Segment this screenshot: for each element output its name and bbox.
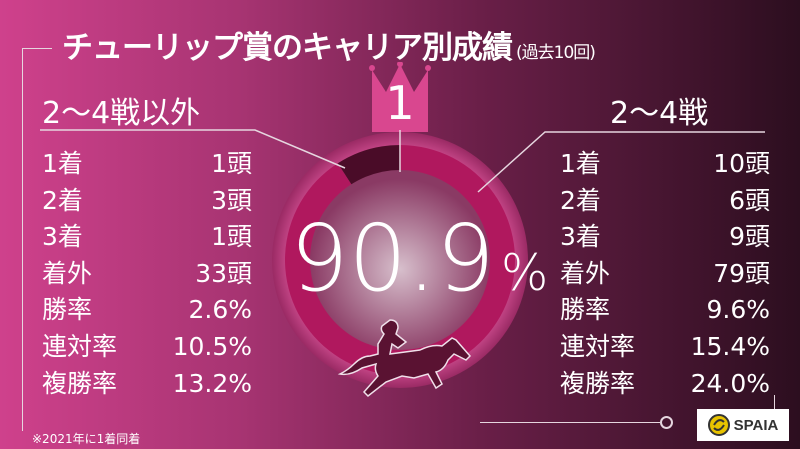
frame-line-right bbox=[774, 395, 775, 420]
crown-icon bbox=[369, 62, 431, 132]
stat-label: 2着 bbox=[560, 185, 601, 215]
stat-value: 15.4% bbox=[690, 331, 770, 361]
rank-number: 1 bbox=[385, 76, 415, 130]
stat-value: 9.6% bbox=[706, 295, 770, 325]
stat-row: 連対率 10.5% bbox=[42, 329, 252, 366]
stat-label: 複勝率 bbox=[42, 368, 118, 398]
footnote: ※2021年に1着同着 bbox=[32, 432, 141, 446]
racehorse-jockey-icon bbox=[337, 319, 472, 397]
stat-row: 3着 1頭 bbox=[42, 219, 252, 256]
stat-label: 3着 bbox=[560, 222, 601, 252]
stat-label: 1着 bbox=[42, 149, 83, 178]
stat-value: 9頭 bbox=[729, 222, 770, 252]
left-heading: 2〜4戦以外 bbox=[42, 96, 201, 131]
stat-row: 複勝率 13.2% bbox=[42, 366, 252, 403]
stat-row: 着外 33頭 bbox=[42, 256, 252, 293]
leader-line-right bbox=[477, 131, 765, 193]
stat-value: 6頭 bbox=[729, 185, 770, 215]
stat-row: 連対率 15.4% bbox=[560, 329, 770, 366]
title-text: チューリップ賞のキャリア別成績 bbox=[62, 30, 513, 66]
leader-line-left bbox=[40, 129, 346, 169]
frame-line-bottom-right bbox=[480, 422, 660, 423]
stat-row: 勝率 9.6% bbox=[560, 292, 770, 329]
spaia-logo: SPAIA bbox=[697, 409, 789, 441]
stat-row: 2着 6頭 bbox=[560, 183, 770, 220]
stat-value: 2.6% bbox=[188, 295, 252, 325]
frame-end-circle bbox=[660, 416, 673, 429]
stat-label: 勝率 bbox=[42, 295, 93, 325]
center-percentage: 90.9% bbox=[290, 205, 548, 312]
donut-chart bbox=[272, 130, 528, 388]
stat-row: 1着 1頭 bbox=[42, 146, 252, 183]
stat-label: 着外 bbox=[42, 258, 93, 288]
logo-text: SPAIA bbox=[733, 416, 779, 434]
stat-label: 着外 bbox=[560, 258, 611, 288]
stat-label: 3着 bbox=[42, 222, 83, 252]
stat-value: 10.5% bbox=[172, 331, 252, 361]
spaia-logo-icon bbox=[707, 414, 730, 436]
stat-row: 着外 79頭 bbox=[560, 256, 770, 293]
stat-label: 複勝率 bbox=[560, 368, 636, 398]
stat-value: 1頭 bbox=[211, 149, 252, 178]
stat-label: 勝率 bbox=[560, 295, 611, 325]
stat-value: 10頭 bbox=[713, 149, 770, 178]
stat-label: 2着 bbox=[42, 185, 83, 215]
stat-value: 24.0% bbox=[690, 368, 770, 398]
left-stats: 1着 1頭 2着 3頭 3着 1頭着外 33頭勝率 2.6% 連対率 10.5% 複勝率 13.2% bbox=[42, 146, 252, 402]
stat-value: 79頭 bbox=[713, 258, 770, 288]
stat-value: 3頭 bbox=[211, 185, 252, 215]
stat-row: 3着 9頭 bbox=[560, 219, 770, 256]
right-heading: 2〜4戦 bbox=[610, 96, 709, 131]
stat-value: 13.2% bbox=[172, 368, 252, 398]
center-unit: % bbox=[500, 244, 549, 302]
frame-line-left bbox=[22, 48, 52, 431]
stat-value: 33頭 bbox=[195, 258, 252, 288]
stat-row: 1着 10頭 bbox=[560, 146, 770, 183]
stat-row: 2着 3頭 bbox=[42, 183, 252, 220]
stat-value: 1頭 bbox=[211, 222, 252, 252]
stat-row: 勝率 2.6% bbox=[42, 292, 252, 329]
stat-label: 連対率 bbox=[560, 331, 636, 361]
stat-label: 1着 bbox=[560, 149, 601, 178]
donut-center bbox=[310, 170, 490, 350]
stat-label: 連対率 bbox=[42, 331, 118, 361]
page-title: チューリップ賞のキャリア別成績 (過去10回) bbox=[62, 22, 596, 67]
center-value: 90.9 bbox=[290, 205, 495, 312]
title-note: (過去10回) bbox=[516, 43, 596, 63]
stat-row: 複勝率 24.0% bbox=[560, 366, 770, 403]
right-stats: 1着 10頭 2着 6頭 3着 9頭着外 79頭勝率 9.6% 連対率 15.4% 複勝率 24.0% bbox=[560, 146, 770, 402]
